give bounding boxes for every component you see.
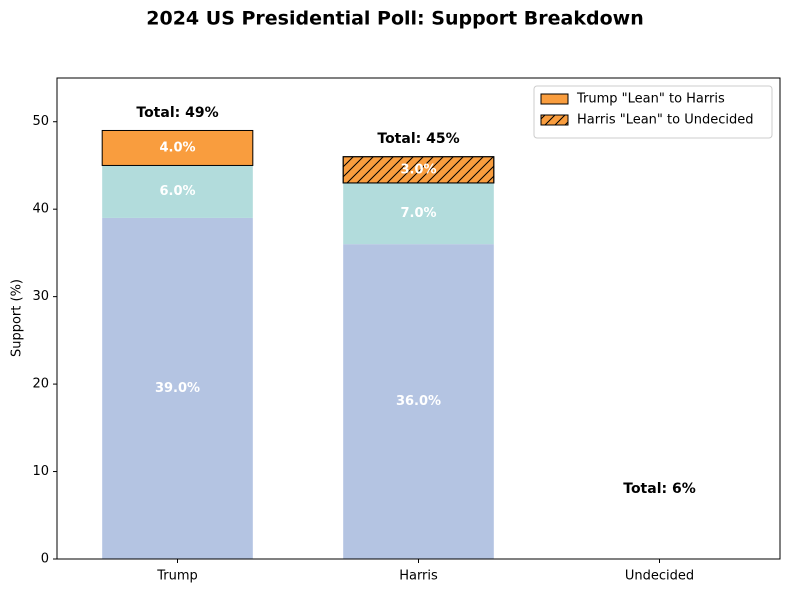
- plot-frame: [56, 77, 781, 560]
- bar-segment: [102, 217, 253, 559]
- value-label: 39.0%: [155, 381, 200, 396]
- value-label: 7.0%: [400, 206, 436, 221]
- hatch: [342, 156, 495, 184]
- legend: Trump "Lean" to Harris Harris "Lean" to U…: [533, 85, 773, 139]
- value-label: 3.0%: [400, 162, 436, 177]
- y-tick-label: 30: [32, 289, 49, 304]
- legend-label: Trump "Lean" to Harris: [576, 92, 725, 107]
- legend-frame: [533, 85, 773, 139]
- legend-label: Harris "Lean" to Undecided: [577, 113, 753, 128]
- legend-swatch: [540, 93, 569, 105]
- x-tick-label: Harris: [399, 569, 438, 584]
- y-tick-label: 10: [32, 464, 49, 479]
- y-tick-label: 0: [41, 552, 49, 567]
- value-label: 36.0%: [396, 394, 441, 409]
- chart-title: 2024 US Presidential Poll: Support Break…: [146, 8, 643, 30]
- legend-hatch: [540, 114, 569, 126]
- total-label: Total: 6%: [623, 481, 696, 497]
- bar-segment: [343, 244, 494, 559]
- y-tick-label: 40: [32, 202, 49, 217]
- y-axis-label: Support (%): [10, 279, 25, 357]
- value-label: 4.0%: [159, 140, 195, 155]
- total-label: Total: 45%: [377, 131, 459, 147]
- total-label: Total: 49%: [136, 105, 218, 121]
- bar-segment: [343, 182, 494, 245]
- y-tick-label: 50: [32, 114, 49, 129]
- y-tick-label: 20: [32, 377, 49, 392]
- bar-segment: [102, 165, 253, 218]
- x-tick-label: Undecided: [625, 569, 694, 584]
- bar-segment: [101, 129, 254, 166]
- value-label: 6.0%: [159, 184, 195, 199]
- x-tick-label: Trump: [156, 569, 198, 584]
